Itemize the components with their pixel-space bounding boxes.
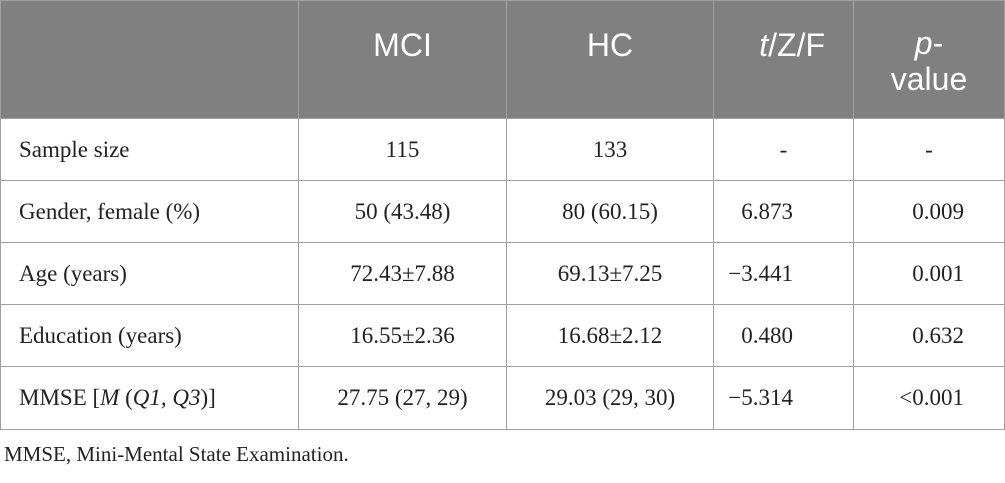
header-stat-t: t [759, 27, 769, 63]
cell-mci: 115 [298, 118, 507, 181]
row-label: Education (years) [0, 304, 299, 367]
row-label: MMSE [M (Q1, Q3)] [0, 366, 299, 430]
row-label-mid: ( [119, 385, 133, 410]
cell-hc: 16.68±2.12 [506, 304, 714, 367]
header-p-italic: p [914, 25, 933, 61]
header-corner-cell [0, 0, 299, 119]
row-label-q: Q1, Q3 [132, 385, 201, 410]
header-stat: t/Z/F [713, 0, 854, 119]
cell-hc: 133 [506, 118, 714, 181]
row-label: Gender, female (%) [0, 180, 299, 243]
cell-mci: 16.55±2.36 [298, 304, 507, 367]
table-row: Age (years) 72.43±7.88 69.13±7.25 −3.441… [0, 242, 1005, 305]
header-p-value: value [890, 61, 968, 97]
table-row: Sample size 115 133 - - [0, 118, 1005, 181]
cell-stat: 0.480 [713, 304, 854, 367]
table-header: MCI HC t/Z/F p-value [0, 0, 1005, 119]
data-table: MCI HC t/Z/F p-value Sample size 115 133… [0, 0, 1005, 430]
row-label: Sample size [0, 118, 299, 181]
row-label-post: )] [200, 385, 216, 410]
cell-stat: −3.441 [713, 242, 854, 305]
table-body: Sample size 115 133 - - Gender, female (… [0, 118, 1005, 430]
row-label-m: M [100, 385, 120, 410]
header-hc: HC [506, 0, 714, 119]
header-pvalue: p-value [853, 0, 1005, 119]
cell-hc: 69.13±7.25 [506, 242, 714, 305]
row-label-pre: MMSE [ [19, 385, 101, 410]
cell-p: 0.001 [853, 242, 1005, 305]
cell-mci: 50 (43.48) [298, 180, 507, 243]
cell-hc: 29.03 (29, 30) [506, 366, 714, 430]
cell-p: 0.632 [853, 304, 1005, 367]
cell-stat: - [713, 118, 854, 181]
cell-p: 0.009 [853, 180, 1005, 243]
header-stat-rest: /Z/F [768, 27, 825, 63]
header-mci: MCI [298, 0, 507, 119]
cell-hc: 80 (60.15) [506, 180, 714, 243]
cell-stat: −5.314 [713, 366, 854, 430]
cell-p: - [853, 118, 1005, 181]
table-footnote: MMSE, Mini-Mental State Examination. [4, 442, 349, 466]
cell-mci: 27.75 (27, 29) [298, 366, 507, 430]
table-row: Gender, female (%) 50 (43.48) 80 (60.15)… [0, 180, 1005, 243]
cell-stat: 6.873 [713, 180, 854, 243]
table-row: MMSE [M (Q1, Q3)] 27.75 (27, 29) 29.03 (… [0, 366, 1005, 430]
table-row: Education (years) 16.55±2.36 16.68±2.12 … [0, 304, 1005, 367]
cell-p: <0.001 [853, 366, 1005, 430]
header-p-dash: - [932, 25, 944, 61]
header-row: MCI HC t/Z/F p-value [0, 0, 1005, 119]
row-label: Age (years) [0, 242, 299, 305]
cell-mci: 72.43±7.88 [298, 242, 507, 305]
